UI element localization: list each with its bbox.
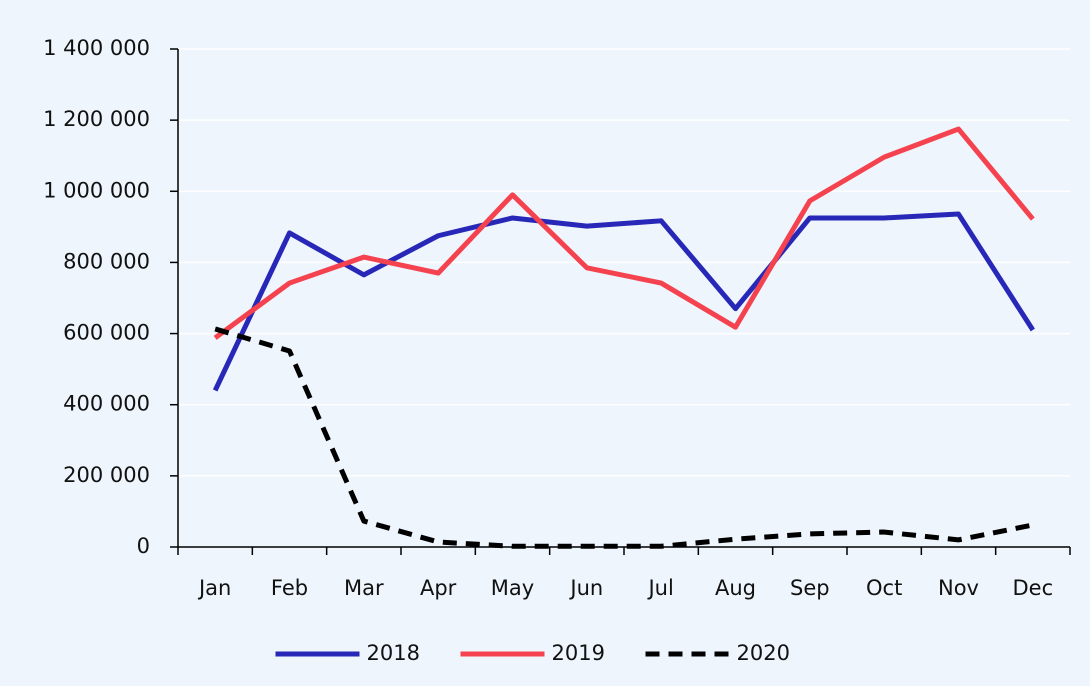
y-tick-label: 1 200 000 — [43, 107, 150, 131]
y-tick-label: 600 000 — [63, 321, 150, 345]
x-tick-label: May — [491, 576, 534, 600]
x-tick-label: Jun — [568, 576, 603, 600]
x-tick-label: Nov — [938, 576, 979, 600]
x-tick-label: Dec — [1013, 576, 1054, 600]
y-tick-label: 0 — [137, 534, 150, 558]
y-tick-label: 1 000 000 — [43, 178, 150, 202]
x-tick-label: Mar — [344, 576, 384, 600]
x-tick-label: Oct — [866, 576, 902, 600]
series-line — [212, 211, 1035, 392]
y-tick-label: 800 000 — [63, 249, 150, 273]
x-tick-label: Feb — [271, 576, 308, 600]
y-tick-label: 1 400 000 — [43, 36, 150, 60]
legend-label: 2019 — [552, 641, 605, 665]
x-tick-label: Apr — [420, 576, 457, 600]
y-tick-label: 400 000 — [63, 392, 150, 416]
legend-label: 2018 — [367, 641, 420, 665]
x-tick-label: Sep — [790, 576, 830, 600]
legend-label: 2020 — [737, 641, 790, 665]
series-line — [213, 126, 1035, 340]
series-line — [214, 326, 1034, 549]
x-tick-label: Jan — [197, 576, 231, 600]
x-tick-label: Aug — [715, 576, 756, 600]
x-tick-label: Jul — [646, 576, 673, 600]
y-tick-label: 200 000 — [63, 463, 150, 487]
